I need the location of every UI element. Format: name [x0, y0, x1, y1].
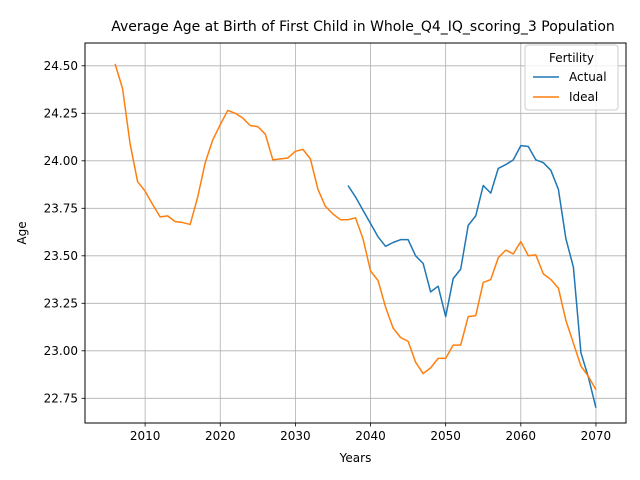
plot-area-frame [84, 42, 627, 424]
x-tick-label: 2030 [280, 429, 311, 443]
y-tick-label: 23.75 [44, 201, 78, 215]
x-tick-label: 2020 [205, 429, 236, 443]
y-tick-label: 24.50 [44, 59, 78, 73]
legend: Fertility Actual Ideal [524, 44, 619, 111]
x-tick-label: 2060 [506, 429, 537, 443]
x-tick-label: 2040 [355, 429, 386, 443]
y-tick-label: 23.50 [44, 249, 78, 263]
y-tick-label: 23.25 [44, 296, 78, 310]
x-axis-ticks: 2010 2020 2030 2040 2050 2060 2070 [130, 423, 611, 443]
y-axis-label: Age [15, 221, 29, 244]
y-tick-label: 24.00 [44, 154, 78, 168]
series-layer [114, 63, 597, 408]
legend-box [524, 44, 619, 111]
chart-title: Average Age at Birth of First Child in W… [111, 19, 615, 35]
legend-label-ideal: Ideal [569, 90, 598, 104]
x-tick-label: 2070 [581, 429, 612, 443]
y-tick-label: 23.00 [44, 344, 78, 358]
x-axis-label: Years [339, 451, 372, 465]
y-axis-ticks: 22.75 23.00 23.25 23.50 23.75 24.00 24.25 24.50 [44, 59, 85, 405]
y-tick-label: 22.75 [44, 391, 78, 405]
x-tick-label: 2010 [130, 429, 161, 443]
x-tick-label: 2050 [430, 429, 461, 443]
series-line-ideal [114, 63, 597, 391]
legend-title: Fertility [549, 51, 594, 65]
legend-label-actual: Actual [569, 70, 607, 84]
series-line-actual [347, 144, 597, 408]
y-tick-label: 24.25 [44, 106, 78, 120]
